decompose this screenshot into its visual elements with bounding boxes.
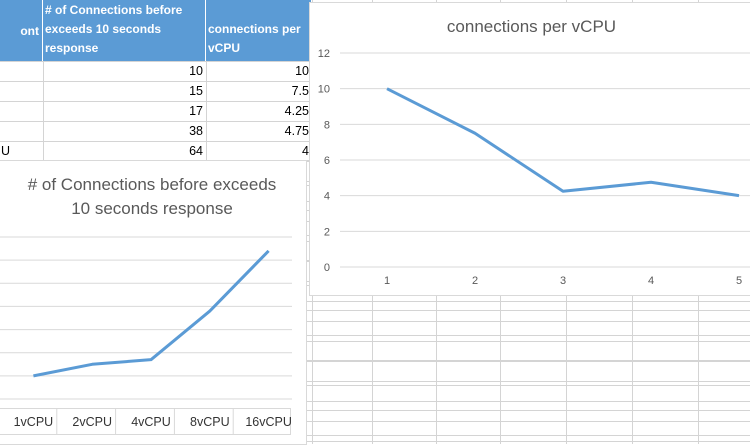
chart-plot: 1vCPU 2vCPU 4vCPU 8vCPU 16vCPU xyxy=(0,236,292,435)
cell-label[interactable] xyxy=(0,101,43,121)
y-tick-label: 2 xyxy=(324,226,330,238)
x-tick-label: 3 xyxy=(560,275,566,287)
cell-label[interactable] xyxy=(0,81,43,101)
connections-chart[interactable]: # of Connections before exceeds 10 secon… xyxy=(0,160,307,445)
x-tick-label: 5 xyxy=(736,275,742,287)
chart-title-line: # of Connections before exceeds xyxy=(27,175,277,194)
chart-title-line: 10 seconds response xyxy=(71,199,233,218)
cell-connections[interactable]: 10 xyxy=(189,64,203,78)
series-line xyxy=(33,249,270,378)
cell-per-vcpu[interactable]: 4 xyxy=(302,144,309,158)
header-cell-per-vcpu[interactable]: connections per vCPU xyxy=(206,0,312,61)
cell-per-vcpu[interactable]: 4.25 xyxy=(284,104,309,118)
tick-label: 2vCPU xyxy=(72,415,112,429)
cell-connections[interactable]: 15 xyxy=(189,84,203,98)
cell-label[interactable] xyxy=(0,61,43,81)
cell-label[interactable] xyxy=(0,121,43,141)
header-line: # of Connections before xyxy=(45,3,183,17)
chart-title: connections per vCPU xyxy=(446,17,617,36)
cell-per-vcpu[interactable]: 4.75 xyxy=(284,124,309,138)
header-cell-connections[interactable]: # of Connections before exceeds 10 secon… xyxy=(43,0,206,61)
header-line: exceeds 10 seconds xyxy=(45,22,162,36)
x-tick-label: 4 xyxy=(648,275,654,287)
y-tick-label: 6 xyxy=(324,155,330,167)
y-tick-label: 0 xyxy=(324,262,330,274)
cell-per-vcpu[interactable]: 7.5 xyxy=(291,84,309,98)
y-tick-label: 12 xyxy=(318,48,330,60)
y-tick-label: 4 xyxy=(324,191,330,203)
cell-connections[interactable]: 38 xyxy=(189,124,203,138)
category-axis xyxy=(0,408,291,435)
tick-label: 16vCPU xyxy=(245,415,292,429)
per-vcpu-chart[interactable]: connections per vCPU 0 2 4 6 8 10 12 1 2 3 4 5 xyxy=(309,2,750,296)
cell-per-vcpu[interactable]: 10 xyxy=(295,64,309,78)
header-text: ont xyxy=(20,24,39,38)
x-tick-label: 2 xyxy=(472,275,478,287)
header-line xyxy=(208,1,311,20)
y-tick-label: 8 xyxy=(324,119,330,131)
header-cell-label[interactable]: ont xyxy=(0,0,43,61)
header-line: connections per xyxy=(208,22,301,36)
cell-connections[interactable]: 64 xyxy=(189,144,203,158)
cell-label[interactable]: U xyxy=(1,144,11,158)
tick-label: 1vCPU xyxy=(14,415,54,429)
cell-connections[interactable]: 17 xyxy=(189,104,203,118)
y-tick-label: 10 xyxy=(318,84,330,96)
tick-label: 4vCPU xyxy=(131,415,171,429)
data-table: ont # of Connections before exceeds 10 s… xyxy=(0,0,312,160)
x-tick-label: 1 xyxy=(384,275,390,287)
header-line: response xyxy=(45,41,99,55)
tick-label: 8vCPU xyxy=(190,415,230,429)
series-line xyxy=(386,87,740,198)
header-line: vCPU xyxy=(208,41,241,55)
